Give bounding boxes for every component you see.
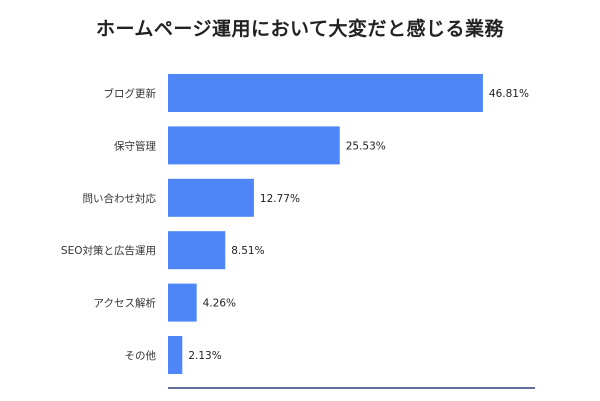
- category-label-5: アクセス解析: [94, 297, 157, 310]
- value-label-4: 8.51%: [231, 245, 264, 257]
- value-label-6: 2.13%: [188, 350, 221, 362]
- bar-3: [168, 178, 254, 217]
- bar-5: [168, 283, 197, 322]
- bar-4: [168, 231, 226, 270]
- value-label-5: 4.26%: [203, 298, 236, 310]
- category-label-6: その他: [125, 349, 157, 362]
- category-label-4: SEO対策と広告運用: [61, 244, 156, 257]
- category-label-2: 保守管理: [114, 139, 156, 152]
- category-label-3: 問い合わせ対応: [83, 192, 157, 205]
- category-label-1: ブログ更新: [104, 87, 157, 100]
- bar-1: [168, 74, 483, 112]
- chart-title: ホームページ運用において大変だと感じる業務: [96, 18, 504, 40]
- value-label-3: 12.77%: [260, 193, 300, 205]
- bars-group: [168, 74, 483, 374]
- bar-2: [168, 126, 340, 165]
- value-label-2: 25.53%: [346, 140, 386, 152]
- value-label-1: 46.81%: [489, 88, 529, 100]
- value-labels-group: 46.81% 25.53% 12.77% 8.51% 4.26% 2.13%: [188, 88, 529, 362]
- bar-6: [168, 336, 183, 374]
